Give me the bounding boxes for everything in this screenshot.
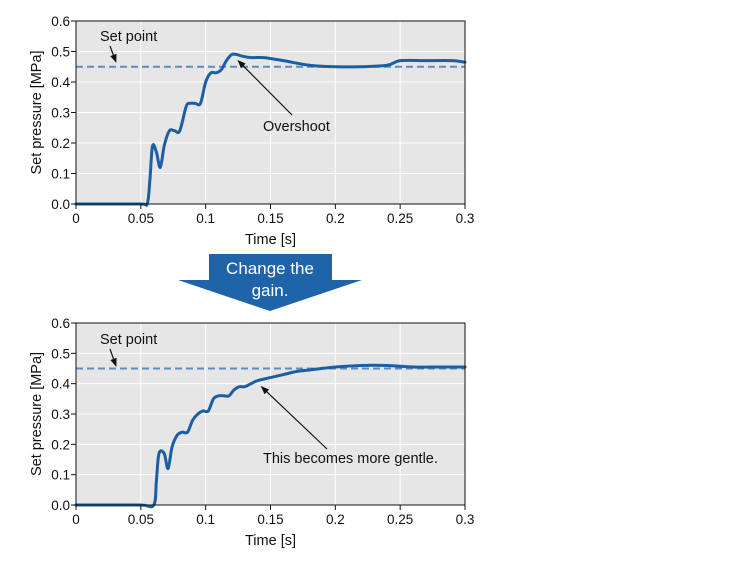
y-axis-label: Set pressure [MPa] [29,50,45,174]
y-tick-label: 0.3 [51,106,70,121]
y-tick-label: 0.2 [51,136,70,151]
pressure-curve [74,52,467,207]
x-tick-label: 0.15 [257,211,283,226]
y-tick-label: 0.5 [51,346,70,361]
banner-line-2: gain. [252,281,289,300]
x-tick-label: 0.05 [128,211,154,226]
x-tick-label: 0.2 [326,512,345,527]
y-tick-label: 0.0 [51,197,70,212]
x-tick-label: 0.3 [456,512,475,527]
x-tick-label: 0.25 [387,211,413,226]
chart-bottom: 0 0.05 0.1 0.15 0.2 0.25 0.3 0.0 0.1 0.2 0.3 0.4 0.5… [29,316,474,549]
change-gain-banner: Change the gain. [178,254,362,311]
y-tick-label: 0.3 [51,407,70,422]
pressure-curve [74,363,467,509]
y-tick-label: 0.4 [51,75,70,90]
setpoint-arrow [109,45,117,63]
y-tick-label: 0.5 [51,45,70,60]
y-tick-label: 0.0 [51,498,70,513]
chart-top: 0 0.05 0.1 0.15 0.2 0.25 0.3 0.0 0.1 0.2 0.3 0.4 0.5… [29,14,474,248]
x-axis-label: Time [s] [245,533,296,549]
annotation-label: This becomes more gentle. [263,451,438,467]
x-tick-label: 0.3 [456,211,475,226]
x-tick-label: 0.1 [196,512,215,527]
x-tick-label: 0 [72,512,80,527]
x-axis-label: Time [s] [245,232,296,248]
x-tick-label: 0.25 [387,512,413,527]
y-tick-label: 0.2 [51,437,70,452]
x-tick-label: 0 [72,211,80,226]
setpoint-arrow [109,348,117,367]
banner-arrow-shape [178,254,362,311]
y-tick-label: 0.1 [51,468,70,483]
annotation-arrow [237,60,293,116]
x-tick-label: 0.15 [257,512,283,527]
y-tick-label: 0.4 [51,377,70,392]
x-tick-label: 0.1 [196,211,215,226]
x-tick-label: 0.2 [326,211,345,226]
y-tick-label: 0.6 [51,14,70,29]
annotation-arrow [260,386,328,450]
y-axis-label: Set pressure [MPa] [29,352,45,476]
y-tick-label: 0.1 [51,167,70,182]
setpoint-label: Set point [100,332,157,348]
y-tick-label: 0.6 [51,316,70,331]
banner-line-1: Change the [226,259,314,278]
annotation-label: Overshoot [263,119,330,135]
x-tick-label: 0.05 [128,512,154,527]
setpoint-label: Set point [100,29,157,45]
